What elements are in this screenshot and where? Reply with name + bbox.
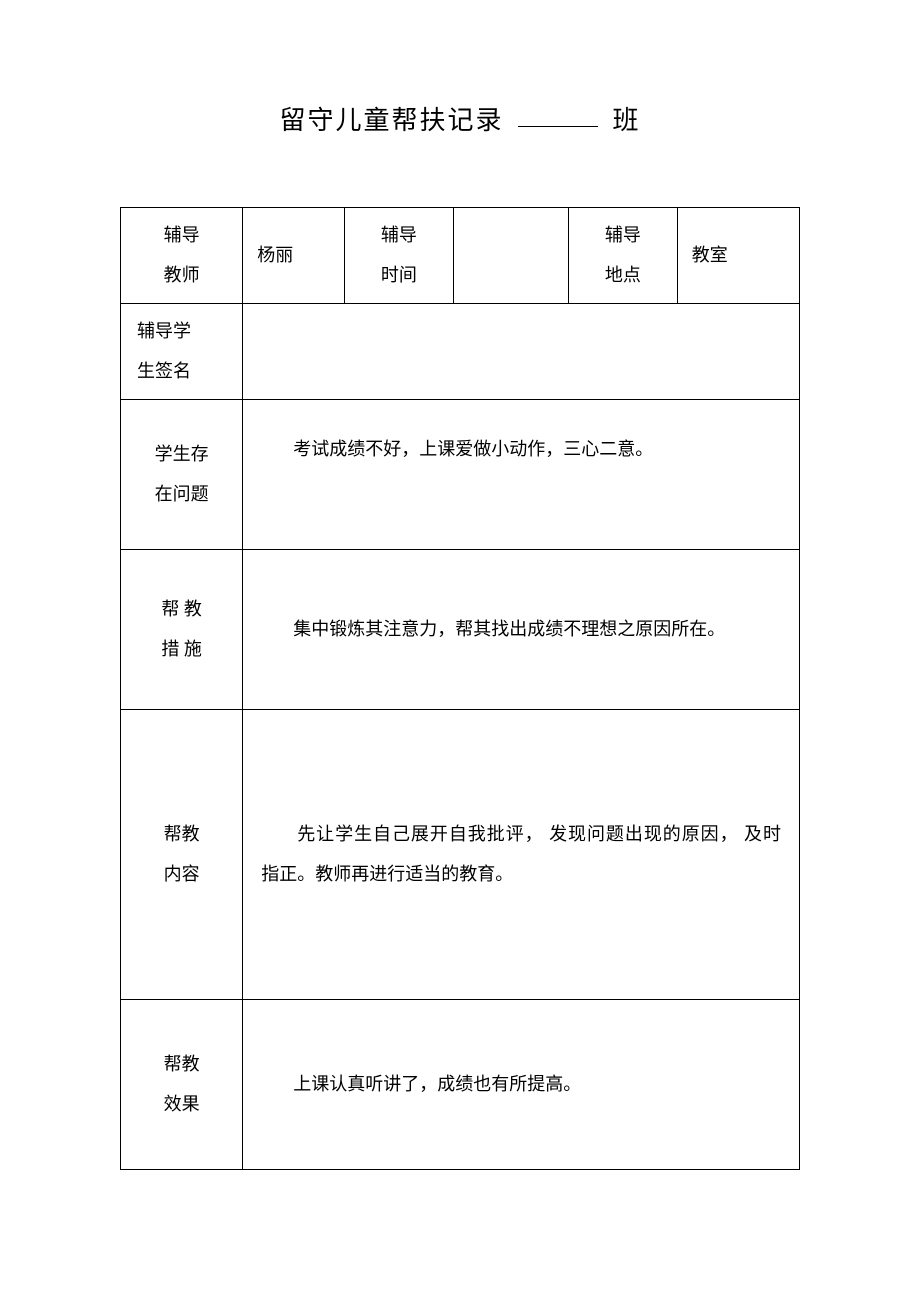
content-seg: 发现问题出现的原因，	[549, 824, 739, 844]
row-teacher-time-place: 辅导 教师 杨丽 辅导 时间 辅导 地点 教室	[121, 208, 800, 304]
label-text: 时间	[349, 256, 449, 296]
label-text: 帮教	[125, 1045, 238, 1085]
row-signature: 辅导学 生签名	[121, 304, 800, 400]
label-text: 措 施	[125, 630, 238, 670]
value-measure: 集中锻炼其注意力，帮其找出成绩不理想之原因所在。	[243, 550, 800, 710]
label-signature: 辅导学 生签名	[121, 304, 243, 400]
label-text: 辅导	[349, 216, 449, 256]
label-content: 帮教 内容	[121, 710, 243, 1000]
value-content: 先让学生自己展开自我批评， 发现问题出现的原因， 及时 指正。教师再进行适当的教…	[243, 710, 800, 1000]
title-suffix: 班	[613, 106, 641, 135]
value-signature	[243, 304, 800, 400]
label-text: 帮 教	[125, 590, 238, 630]
value-teacher: 杨丽	[243, 208, 345, 304]
content-line2: 指正。教师再进行适当的教育。	[261, 855, 781, 895]
value-problem: 考试成绩不好，上课爱做小动作，三心二意。	[243, 400, 800, 550]
label-text: 在问题	[125, 475, 238, 515]
page: 留守儿童帮扶记录 班 辅导 教师 杨丽 辅导 时间 辅导 地点 教室	[0, 0, 920, 1230]
label-measure: 帮 教 措 施	[121, 550, 243, 710]
label-text: 帮教	[125, 815, 238, 855]
label-text: 教师	[125, 256, 238, 296]
label-text: 内容	[125, 855, 238, 895]
content-seg: 及时	[744, 824, 781, 844]
label-place: 辅导 地点	[569, 208, 678, 304]
label-text: 生签名	[137, 352, 238, 392]
row-problem: 学生存 在问题 考试成绩不好，上课爱做小动作，三心二意。	[121, 400, 800, 550]
label-text: 地点	[573, 256, 673, 296]
content-line1: 先让学生自己展开自我批评， 发现问题出现的原因， 及时	[261, 815, 781, 855]
label-text: 效果	[125, 1085, 238, 1125]
label-text: 辅导	[125, 216, 238, 256]
row-effect: 帮教 效果 上课认真听讲了，成绩也有所提高。	[121, 1000, 800, 1170]
label-problem: 学生存 在问题	[121, 400, 243, 550]
page-title: 留守儿童帮扶记录 班	[120, 100, 800, 137]
title-main: 留守儿童帮扶记录	[279, 106, 503, 135]
label-text: 辅导学	[137, 312, 238, 352]
value-place: 教室	[677, 208, 799, 304]
label-teacher: 辅导 教师	[121, 208, 243, 304]
row-content: 帮教 内容 先让学生自己展开自我批评， 发现问题出现的原因， 及时 指正。教师再…	[121, 710, 800, 1000]
content-seg: 先让学生自己展开自我批评，	[297, 824, 543, 844]
value-time	[453, 208, 568, 304]
class-blank	[518, 126, 598, 127]
record-table: 辅导 教师 杨丽 辅导 时间 辅导 地点 教室 辅导学 生签名	[120, 207, 800, 1170]
label-text: 辅导	[573, 216, 673, 256]
label-time: 辅导 时间	[345, 208, 454, 304]
value-effect: 上课认真听讲了，成绩也有所提高。	[243, 1000, 800, 1170]
label-text: 学生存	[125, 435, 238, 475]
label-effect: 帮教 效果	[121, 1000, 243, 1170]
row-measure: 帮 教 措 施 集中锻炼其注意力，帮其找出成绩不理想之原因所在。	[121, 550, 800, 710]
